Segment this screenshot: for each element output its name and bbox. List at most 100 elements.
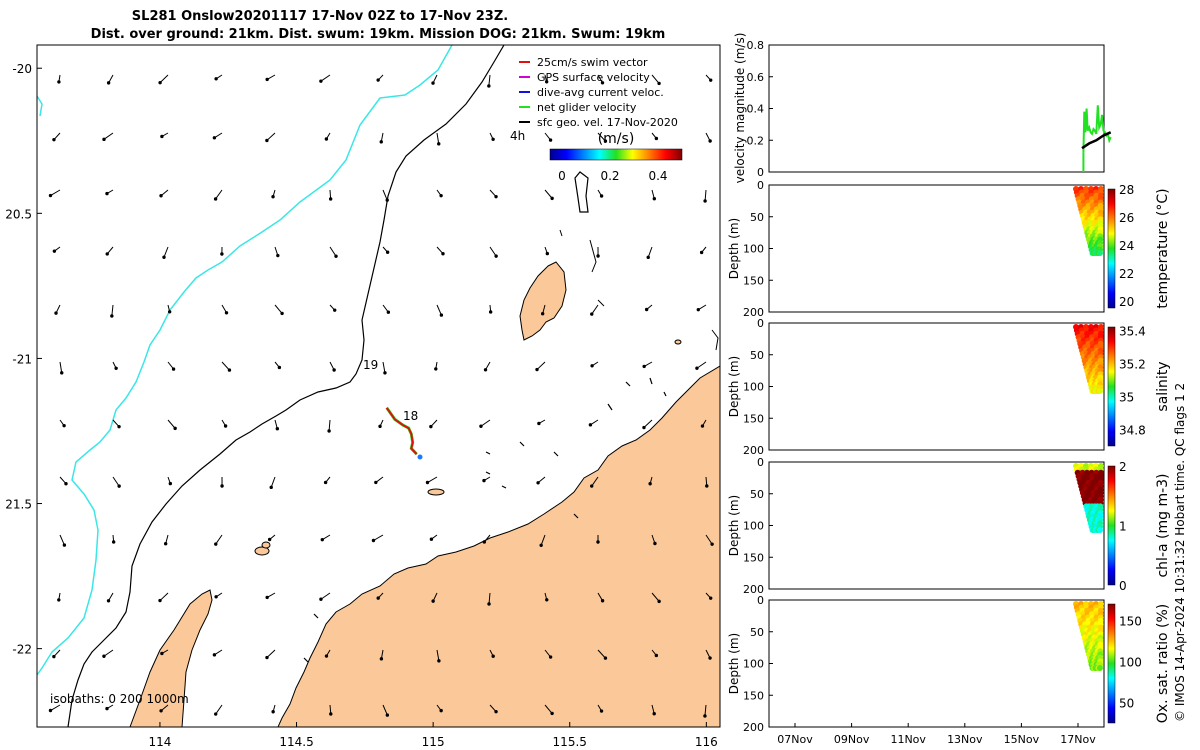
map-colorbar-tick: 0.2 [600, 169, 619, 183]
current-arrow-head [111, 540, 116, 544]
colorbar-tick: 2 [1119, 460, 1127, 474]
time-axis: 07Nov 09Nov 11Nov 13Nov 15Nov 17Nov [777, 723, 1096, 746]
depth-tick: 0 [757, 179, 764, 192]
current-arrow-head [319, 79, 323, 83]
current-arrow-head [699, 250, 704, 255]
current-arrow [436, 649, 440, 661]
current-arrow-head [441, 252, 445, 256]
current-arrow [436, 304, 442, 316]
current-arrow-head [439, 708, 443, 713]
current-arrow-head [168, 481, 173, 486]
current-arrow-head [657, 81, 661, 86]
current-arrow-head [224, 311, 229, 315]
current-arrow-head [117, 424, 121, 429]
current-arrow-head [494, 194, 498, 199]
current-arrow-head [596, 540, 600, 544]
current-arrow [651, 74, 660, 84]
current-arrow-head [646, 255, 650, 260]
current-arrow-head [271, 710, 275, 714]
depth-tick: 100 [743, 520, 764, 533]
depth-tick: 200 [743, 583, 764, 596]
current-arrow-head [437, 659, 441, 663]
current-arrow-head [696, 307, 700, 312]
current-arrow [50, 704, 61, 711]
current-arrow-head [52, 654, 56, 659]
current-arrow-head [385, 713, 390, 717]
current-arrow-head [117, 484, 121, 488]
current-arrow-head [220, 252, 224, 256]
current-arrow [704, 189, 707, 202]
peninsula [129, 589, 213, 727]
current-arrow-head [642, 364, 646, 369]
current-arrow-head [652, 712, 656, 716]
map-ytick-label: -21 [12, 352, 32, 366]
current-arrow [266, 132, 276, 141]
contour-label-18: 18 [403, 409, 418, 423]
arrow-scale-label: 4h [510, 129, 525, 143]
current-arrow [488, 592, 491, 605]
depth-tick: 150 [743, 274, 764, 287]
current-arrow-head [329, 712, 333, 716]
current-arrow [436, 132, 440, 144]
current-arrow-head [319, 597, 323, 601]
current-arrow [59, 361, 63, 373]
velocity-ytick: 0 [757, 166, 764, 179]
colorbar-tick: 150 [1119, 614, 1142, 628]
current-arrow-head [494, 254, 498, 258]
current-arrow-head [710, 542, 714, 546]
current-arrow [159, 74, 169, 84]
current-arrow-head [160, 134, 164, 139]
depth-tick: 150 [743, 412, 764, 425]
profile-ylabel: Depth (m) [727, 218, 741, 279]
current-arrow [112, 476, 120, 487]
colorbar-label: chl-a (mg m-3) [1155, 473, 1171, 577]
current-arrow-head [425, 480, 430, 485]
current-arrow-head [491, 137, 495, 141]
current-arrow-head [548, 138, 553, 142]
velocity-ytick: 0.4 [747, 103, 765, 116]
colorbar-tick: 22 [1119, 267, 1134, 281]
time-tick: 07Nov [777, 733, 813, 746]
legend-label: net glider velocity [537, 101, 637, 114]
current-arrow-head [434, 367, 438, 371]
depth-tick: 50 [750, 488, 764, 501]
profile-ylabel: Depth (m) [727, 633, 741, 694]
current-arrow-head [60, 371, 64, 375]
current-arrow-head [227, 368, 232, 372]
colorbar-tick: 1 [1119, 520, 1127, 534]
depth-tick: 100 [743, 658, 764, 671]
colorbar-tick: 35.2 [1119, 357, 1146, 371]
map-xtick-label: 115 [422, 735, 445, 749]
current-arrow-head [333, 308, 337, 312]
current-arrow-head [223, 424, 228, 428]
current-arrow-head [657, 599, 661, 604]
current-arrow-head [600, 81, 605, 85]
profile-panel: Depth (m) 0 50 100 150 200 35.4 35.2 35 34.8 salin… [727, 317, 1171, 457]
current-arrow-head [709, 78, 713, 82]
current-arrow-head [600, 599, 605, 603]
current-arrow-head [537, 421, 541, 426]
current-arrow-head [277, 365, 282, 370]
current-arrow-head [212, 653, 217, 657]
current-arrow-head [491, 654, 495, 658]
legend-label: GPS surface velocity [537, 71, 650, 84]
current-arrow [270, 476, 276, 488]
current-arrow-head [62, 423, 66, 428]
current-arrow-head [214, 77, 218, 81]
current-arrow-head [214, 595, 218, 599]
current-arrow [215, 189, 223, 200]
current-arrow-head [379, 657, 384, 661]
current-arrow-head [320, 537, 324, 542]
current-arrow-head [383, 371, 387, 375]
current-arrow-head [385, 250, 390, 254]
current-arrow [480, 419, 491, 427]
current-arrow-head [439, 193, 443, 198]
colorbar-tick: 26 [1119, 211, 1134, 225]
current-arrow [544, 189, 553, 199]
current-arrow-head [323, 480, 328, 485]
current-arrow-head [603, 656, 608, 660]
mainland [277, 365, 720, 727]
depth-tick: 100 [743, 381, 764, 394]
